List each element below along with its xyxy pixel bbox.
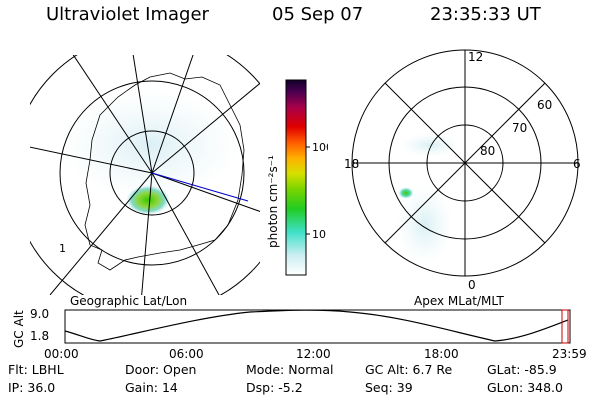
orbit-ytick-max: 9.0 [30,307,49,321]
orbit-xtick-2359: 23:59 [552,347,587,361]
aurora-spot [126,185,170,215]
orbit-plot-frame [64,309,571,344]
meta-key: Gain: [125,380,158,395]
lat-circle-2 [59,80,245,266]
app-title: Ultraviolet Imager [46,4,209,25]
satellite-track [151,172,249,202]
meta-glon: GLon: 348.0 [487,380,563,395]
meta-door: Door: Open [125,362,196,377]
meta-value: 6.7 Re [412,362,453,377]
meta-value: 14 [161,380,178,395]
right-panel-caption: Apex MLat/MLT [414,294,504,308]
meta-key: Mode: [246,362,285,377]
map-corner-label: 1 [59,242,66,255]
orbit-xtick-0000: 00:00 [44,347,79,361]
time-label: 23:35:33 UT [430,4,541,25]
meta-key: Seq: [365,380,393,395]
mlat-label-80: 80 [480,144,495,158]
meta-flt: Flt: LBHL [8,362,64,377]
meridian [151,82,260,174]
orbit-ylabel: GC Alt [12,310,26,348]
aurora-haze-dayside [400,133,460,157]
meta-dsp: Dsp: -5.2 [246,380,303,395]
mlat-label-60: 60 [537,98,552,112]
meta-key: GC Alt: [365,362,409,377]
meta-key: Flt: [8,362,28,377]
meta-key: IP: [8,380,24,395]
left-panel-caption: Geographic Lat/Lon [70,294,188,308]
meridian [151,172,220,295]
meta-ip: IP: 36.0 [8,380,55,395]
meta-gc-alt: GC Alt: 6.7 Re [365,362,452,377]
meta-key: Door: [125,362,160,377]
meta-value: Open [163,362,197,377]
meridian [151,55,194,174]
meta-glat: GLat: -85.9 [487,362,557,377]
meridian [30,146,153,174]
colorbar-unit-label: photon cm⁻²s⁻¹ [266,155,280,248]
mlt-label-right: 6 [573,157,581,171]
polar-plot: 12 6 18 0 60 70 80 [344,49,581,292]
orbit-altitude-curve [64,309,569,342]
mlat-label-70: 70 [512,121,527,135]
mlt-label-bottom: 0 [468,278,476,292]
aurora-spot-polar [398,187,414,199]
meta-seq: Seq: 39 [365,380,413,395]
meta-value: 348.0 [527,380,563,395]
meridian [151,172,260,212]
meta-gain: Gain: 14 [125,380,178,395]
date-label: 05 Sep 07 [272,4,364,25]
colorbar: 100 10 photon cm⁻²s⁻¹ [266,79,328,276]
meta-value: -5.2 [278,380,303,395]
meta-value: -85.9 [524,362,557,377]
colorbar-tick-10: 10 [312,228,326,241]
orbit-altitude-plot: GC Alt 9.0 1.8 00:00 06:00 12:00 18:00 2… [12,307,587,361]
meta-value: 39 [396,380,413,395]
mlt-line-diag [384,82,546,244]
orbit-xtick-1200: 12:00 [296,347,331,361]
meridian [132,55,153,174]
meridian [141,172,153,295]
aurora-haze [60,90,240,200]
geographic-map: 1 [30,55,260,295]
colorbar-scale [285,79,307,276]
lat-circle-1 [109,130,195,216]
meridian [49,172,153,295]
orbit-xtick-0600: 06:00 [169,347,204,361]
continent-outline [84,72,245,271]
meta-value: Normal [288,362,334,377]
meta-key: GLon: [487,380,524,395]
aurora-haze-nightside [397,185,453,265]
orbit-ytick-min: 1.8 [30,329,49,343]
mlt-label-left: 18 [344,157,359,171]
meta-mode: Mode: Normal [246,362,334,377]
meta-key: Dsp: [246,380,275,395]
meta-value: 36.0 [27,380,56,395]
orbit-xtick-1800: 18:00 [424,347,459,361]
mlt-label-top: 12 [468,50,483,64]
meta-key: GLat: [487,362,521,377]
colorbar-tick-100: 100 [312,141,328,154]
meridian [72,55,153,174]
current-time-marker [561,309,569,344]
meta-value: LBHL [31,362,64,377]
